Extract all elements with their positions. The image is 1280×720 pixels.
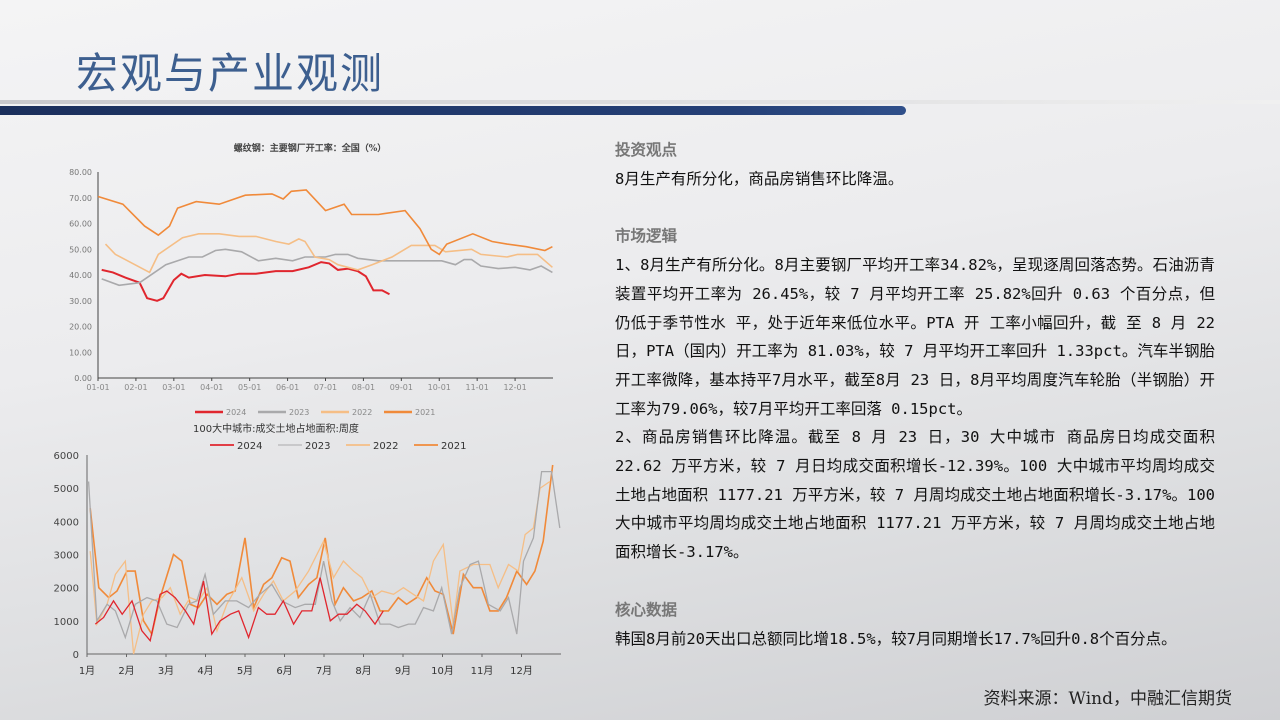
section-heading-market-logic: 市场逻辑 bbox=[615, 227, 678, 246]
chart1-x-tick-label: 10-01 bbox=[428, 383, 451, 392]
chart1-x-tick-label: 01-01 bbox=[86, 383, 109, 392]
chart1-series-line-2021 bbox=[97, 189, 553, 256]
chart1-legend-label: 2021 bbox=[415, 408, 435, 417]
chart1-series-line-2022 bbox=[104, 233, 553, 274]
data-source-note: 资料来源：Wind，中融汇信期货 bbox=[983, 689, 1232, 709]
chart1-x-tick-label: 03-01 bbox=[162, 383, 185, 392]
chart1-x-tick-label: 06-01 bbox=[276, 383, 299, 392]
chart2-title: 100大中城市:成交土地占地面积:周度 bbox=[193, 422, 359, 435]
chart1-y-tick-label: 70.00 bbox=[69, 194, 92, 203]
page-title: 宏观与产业观测 bbox=[76, 49, 385, 98]
charts-area: 螺纹钢：主要钢厂开工率：全国（%） 0.00 10.00 20.00 30.00 40.0… bbox=[54, 142, 561, 677]
chart2-legend-label: 2024 bbox=[237, 441, 262, 452]
chart1-x-tick-label: 12-01 bbox=[503, 383, 526, 392]
chart1-x-tick-label: 05-01 bbox=[238, 383, 261, 392]
chart1-y-tick-label: 20.00 bbox=[69, 323, 92, 332]
chart1-x-tick-label: 11-01 bbox=[466, 383, 489, 392]
chart1-legend-label: 2024 bbox=[226, 408, 246, 417]
chart2-x-tick-label: 3月 bbox=[158, 665, 174, 677]
chart2-legend-label: 2023 bbox=[305, 441, 330, 452]
chart2-legend-label: 2021 bbox=[441, 441, 466, 452]
section-heading-core-data: 核心数据 bbox=[615, 600, 678, 619]
chart2-x-tick-label: 9月 bbox=[395, 665, 411, 677]
chart1-x-tick-label: 09-01 bbox=[390, 383, 413, 392]
chart2-x-tick-label: 4月 bbox=[197, 665, 213, 677]
chart2-y-tick-label: 4000 bbox=[54, 517, 79, 528]
chart2-x-tick-label: 8月 bbox=[355, 665, 371, 677]
chart2-x-tick-label: 11月 bbox=[471, 665, 494, 677]
chart2-y-tick-label: 6000 bbox=[54, 451, 79, 462]
header-bar bbox=[0, 106, 906, 115]
market-logic-paragraph-2: 2、商品房销售环比降温。截至 8 月 23 日，30 大中城市 商品房日均成交面… bbox=[615, 428, 1215, 562]
chart2-x-tick-label: 12月 bbox=[510, 665, 533, 677]
chart2-series-line-2023 bbox=[87, 470, 561, 640]
core-data-text: 韩国8月前20天出口总额同比增18.5%，较7月同期增长17.7%回升0.8个百… bbox=[615, 629, 1177, 648]
commentary-panel: 投资观点 8月生产有所分化，商品房销售环比降温。 市场逻辑 1、8月生产有所分化… bbox=[615, 136, 1215, 653]
section-heading-investment-view: 投资观点 bbox=[615, 141, 678, 159]
header-underline bbox=[0, 100, 1280, 104]
chart1-series-line-2024 bbox=[101, 261, 390, 302]
chart2-y-tick-label: 1000 bbox=[54, 617, 79, 628]
chart1-x-tick-label: 07-01 bbox=[314, 383, 337, 392]
chart2-legend-label: 2022 bbox=[373, 441, 398, 452]
chart2-y-tick-label: 5000 bbox=[54, 484, 79, 495]
chart2-x-tick-label: 1月 bbox=[79, 665, 95, 677]
chart1-y-tick-label: 50.00 bbox=[69, 245, 92, 254]
chart2-x-tick-label: 2月 bbox=[118, 665, 134, 677]
chart1-x-tick-label: 02-01 bbox=[124, 383, 147, 392]
chart2-y-tick-label: 2000 bbox=[54, 584, 79, 595]
chart2-x-tick-label: 10月 bbox=[431, 665, 454, 677]
chart1-legend-label: 2022 bbox=[352, 408, 372, 417]
chart2-x-tick-label: 6月 bbox=[276, 665, 292, 677]
chart2-series-line-2024 bbox=[94, 577, 384, 643]
chart1-y-tick-label: 10.00 bbox=[69, 348, 92, 357]
chart1-y-tick-label: 60.00 bbox=[69, 220, 92, 229]
market-logic-paragraph-1: 1、8月生产有所分化。8月主要钢厂平均开工率34.82%，呈现逐周回落态势。石油… bbox=[615, 256, 1215, 418]
chart2-y-tick-label: 0 bbox=[73, 650, 79, 661]
chart1-x-tick-label: 04-01 bbox=[200, 383, 223, 392]
chart1-legend-label: 2023 bbox=[289, 408, 309, 417]
chart2-y-tick-label: 3000 bbox=[54, 551, 79, 562]
chart1-series-line-2023 bbox=[101, 248, 553, 287]
chart1-y-tick-label: 40.00 bbox=[69, 271, 92, 280]
chart1-y-tick-label: 80.00 bbox=[69, 168, 92, 177]
chart2-series-line-2021 bbox=[89, 464, 554, 637]
chart2-x-tick-label: 7月 bbox=[316, 665, 332, 677]
chart2-series-line-2022 bbox=[89, 480, 551, 655]
chart1-x-tick-label: 08-01 bbox=[352, 383, 375, 392]
chart1-y-tick-label: 30.00 bbox=[69, 297, 92, 306]
chart2-x-tick-label: 5月 bbox=[237, 665, 253, 677]
chart1-y-tick-label: 0.00 bbox=[74, 374, 92, 383]
investment-view-text: 8月生产有所分化，商品房销售环比降温。 bbox=[615, 169, 904, 188]
chart1-title: 螺纹钢：主要钢厂开工率：全国（%） bbox=[234, 142, 387, 154]
